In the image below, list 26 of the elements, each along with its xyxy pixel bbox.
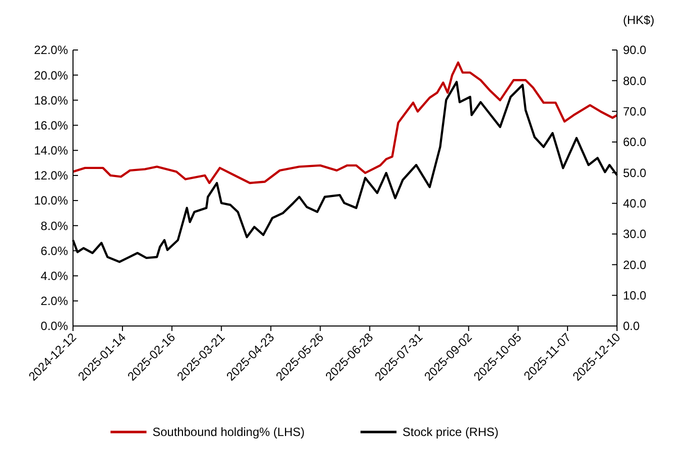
y-tick-label: 18.0% [34, 93, 68, 108]
y2-tick-label: 10.0 [623, 288, 647, 303]
y2-tick-label: 50.0 [623, 166, 647, 180]
y-tick-label: 8.0% [40, 218, 68, 233]
legend-label: Stock price (RHS) [402, 425, 499, 440]
y2-tick-label: 60.0 [623, 135, 647, 150]
y-tick-label: 6.0% [40, 244, 68, 258]
y-tick-label: 20.0% [34, 68, 68, 82]
y-tick-label: 10.0% [34, 194, 68, 208]
y-tick-label: 0.0% [40, 319, 68, 334]
y-tick-label: 22.0% [34, 43, 68, 58]
y2-axis-title: (HK$) [623, 13, 654, 27]
y2-tick-label: 20.0 [623, 258, 647, 272]
y-tick-label: 16.0% [34, 118, 68, 132]
y2-tick-label: 40.0 [623, 196, 647, 211]
y2-tick-label: 80.0 [623, 74, 647, 88]
y-tick-label: 2.0% [40, 294, 68, 308]
line-series [72, 61, 618, 184]
y-tick-label: 14.0% [34, 144, 68, 158]
y-tick-label: 12.0% [34, 168, 68, 183]
y2-tick-label: 90.0 [623, 43, 647, 58]
legend-label: Southbound holding% (LHS) [152, 425, 305, 440]
y-tick-label: 4.0% [40, 269, 68, 284]
y2-tick-label: 0.0 [623, 319, 640, 334]
y2-tick-label: 30.0 [623, 227, 647, 242]
y2-tick-label: 70.0 [623, 104, 647, 119]
